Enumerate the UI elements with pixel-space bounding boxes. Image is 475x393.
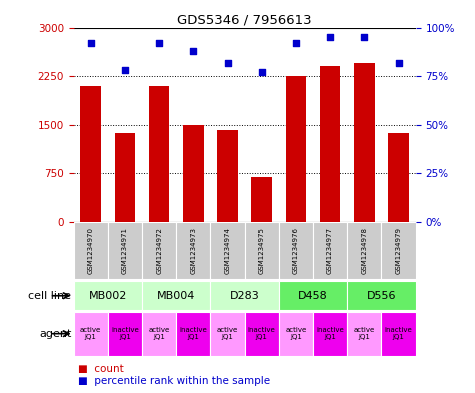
Point [292,40,300,46]
Bar [381,222,416,279]
Bar [176,312,210,356]
Bar [279,312,313,356]
Bar [217,130,238,222]
Text: cell line: cell line [28,291,71,301]
Text: active
JQ1: active JQ1 [217,327,238,340]
Text: inactive
JQ1: inactive JQ1 [111,327,139,340]
Text: active
JQ1: active JQ1 [149,327,170,340]
Point [155,40,163,46]
Bar [251,176,272,222]
Bar [142,281,210,310]
Bar [176,222,210,279]
Bar [108,312,142,356]
Point [395,59,402,66]
Bar [245,312,279,356]
Bar [279,222,313,279]
Text: active
JQ1: active JQ1 [354,327,375,340]
Point [361,34,368,40]
Bar [108,222,142,279]
Bar [210,281,279,310]
Text: GSM1234973: GSM1234973 [190,227,196,274]
Bar [74,222,108,279]
Text: GSM1234970: GSM1234970 [88,227,94,274]
Point [121,67,129,73]
Text: GSM1234971: GSM1234971 [122,227,128,274]
Point [258,69,266,75]
Point [87,40,95,46]
Bar [149,86,170,222]
Text: GSM1234976: GSM1234976 [293,227,299,274]
Text: GSM1234975: GSM1234975 [259,227,265,274]
Bar [114,132,135,222]
Text: GSM1234978: GSM1234978 [361,227,367,274]
Bar [210,222,245,279]
Point [224,59,231,66]
Title: GDS5346 / 7956613: GDS5346 / 7956613 [177,13,312,26]
Point [190,48,197,54]
Text: active
JQ1: active JQ1 [80,327,101,340]
Text: active
JQ1: active JQ1 [285,327,306,340]
Bar [142,222,176,279]
Text: inactive
JQ1: inactive JQ1 [248,327,276,340]
Bar [347,281,416,310]
Bar [142,312,176,356]
Text: MB004: MB004 [157,291,195,301]
Text: agent: agent [39,329,71,339]
Bar [74,281,142,310]
Text: inactive
JQ1: inactive JQ1 [180,327,207,340]
Bar [245,222,279,279]
Text: GSM1234979: GSM1234979 [396,227,401,274]
Bar [381,312,416,356]
Point [326,34,334,40]
Bar [320,66,341,222]
Text: GSM1234977: GSM1234977 [327,227,333,274]
Text: MB002: MB002 [89,291,127,301]
Text: GSM1234974: GSM1234974 [225,227,230,274]
Bar [285,76,306,222]
Text: ■  count: ■ count [78,364,124,375]
Bar [80,86,101,222]
Bar [210,312,245,356]
Bar [347,312,381,356]
Bar [354,63,375,222]
Text: D458: D458 [298,291,328,301]
Bar [74,312,108,356]
Bar [313,312,347,356]
Text: GSM1234972: GSM1234972 [156,227,162,274]
Bar [313,222,347,279]
Text: ■  percentile rank within the sample: ■ percentile rank within the sample [78,376,270,386]
Text: D283: D283 [230,291,259,301]
Bar [279,281,347,310]
Bar [183,125,204,222]
Bar [347,222,381,279]
Text: D556: D556 [367,291,396,301]
Text: inactive
JQ1: inactive JQ1 [316,327,344,340]
Bar [388,132,409,222]
Text: inactive
JQ1: inactive JQ1 [385,327,412,340]
